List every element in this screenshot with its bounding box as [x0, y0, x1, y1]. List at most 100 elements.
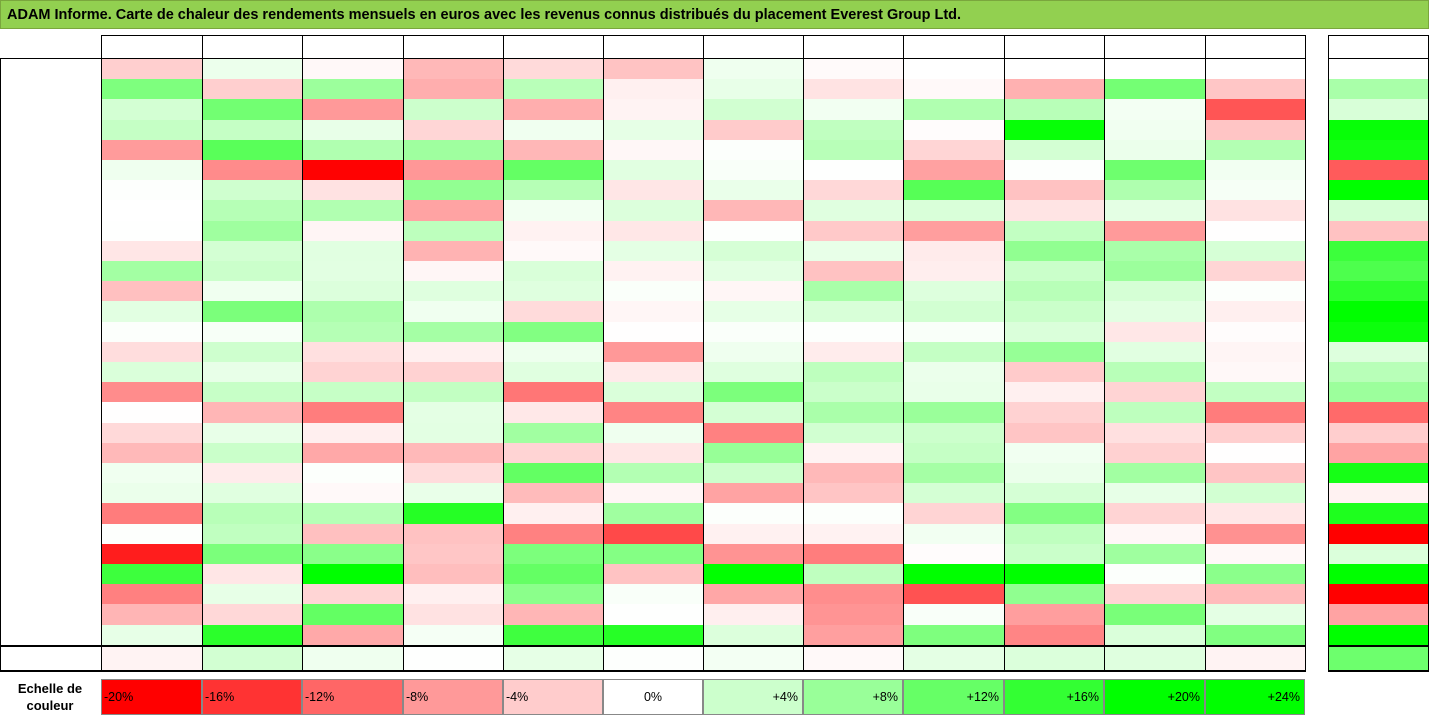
color-scale-stop: -4% — [503, 679, 603, 715]
year-label — [0, 524, 101, 544]
heatmap-cell — [603, 261, 703, 282]
grid-line — [202, 645, 203, 671]
heatmap-cell — [202, 281, 302, 302]
heatmap-cell — [603, 139, 703, 160]
average-annual-cell — [1328, 646, 1428, 670]
heatmap-cell — [1205, 442, 1305, 463]
heatmap-cell — [903, 503, 1004, 524]
heatmap-cell — [903, 463, 1004, 484]
heatmap-cell — [1104, 564, 1205, 585]
heatmap-cell — [101, 240, 202, 261]
average-cell — [903, 646, 1004, 670]
heatmap-cell — [101, 99, 202, 120]
year-label — [0, 241, 101, 261]
heatmap-cell — [403, 59, 503, 80]
heatmap-cell — [1104, 160, 1205, 181]
heatmap-cell — [1104, 59, 1205, 80]
average-cell — [202, 646, 302, 670]
heatmap-cell — [603, 180, 703, 201]
heatmap-cell — [603, 402, 703, 423]
month-header — [1205, 35, 1305, 58]
heatmap-cell — [202, 584, 302, 605]
heatmap-cell — [403, 604, 503, 625]
year-label — [0, 79, 101, 99]
heatmap-cell — [202, 503, 302, 524]
heatmap-cell — [403, 301, 503, 322]
year-label — [0, 423, 101, 443]
heatmap-cell — [603, 543, 703, 564]
heatmap-cell — [302, 483, 403, 504]
heatmap-cell — [302, 543, 403, 564]
heatmap-cell — [403, 584, 503, 605]
heatmap-cell — [1205, 160, 1305, 181]
year-label — [0, 362, 101, 382]
heatmap-cell — [703, 160, 803, 181]
heatmap-cell — [403, 321, 503, 342]
grid-line — [0, 58, 101, 59]
heatmap-cell — [803, 180, 903, 201]
heatmap-cell — [603, 160, 703, 181]
heatmap-cell — [1205, 503, 1305, 524]
color-scale-stop: -12% — [302, 679, 403, 715]
heatmap-cell — [503, 240, 603, 261]
heatmap-cell — [1004, 604, 1104, 625]
heatmap-cell — [1004, 220, 1104, 241]
grid-line — [903, 645, 904, 671]
heatmap-cell — [101, 362, 202, 383]
heatmap-cell — [803, 604, 903, 625]
heatmap-cell — [1104, 281, 1205, 302]
heatmap-cell — [803, 79, 903, 100]
heatmap-cell — [202, 463, 302, 484]
heatmap-cell — [1104, 200, 1205, 221]
heatmap-cell — [903, 442, 1004, 463]
heatmap-cell — [1104, 463, 1205, 484]
color-scale-stop: +16% — [1004, 679, 1104, 715]
heatmap-cell — [803, 584, 903, 605]
month-header — [403, 35, 503, 58]
annual-cell — [1328, 564, 1428, 585]
heatmap-cell — [903, 584, 1004, 605]
heatmap-cell — [703, 119, 803, 140]
heatmap-cell — [1004, 543, 1104, 564]
heatmap-cell — [101, 523, 202, 544]
heatmap-cell — [1104, 442, 1205, 463]
heatmap-cell — [703, 180, 803, 201]
heatmap-cell — [101, 59, 202, 80]
heatmap-cell — [403, 382, 503, 403]
heatmap-cell — [202, 220, 302, 241]
heatmap-cell — [703, 543, 803, 564]
heatmap-cell — [101, 281, 202, 302]
year-label — [0, 443, 101, 463]
annual-cell — [1328, 543, 1428, 564]
heatmap-cell — [503, 220, 603, 241]
heatmap-cell — [903, 402, 1004, 423]
heatmap-cell — [1104, 483, 1205, 504]
heatmap-cell — [903, 604, 1004, 625]
heatmap-cell — [503, 261, 603, 282]
heatmap-cell — [603, 99, 703, 120]
heatmap-cell — [903, 79, 1004, 100]
heatmap-cell — [302, 624, 403, 645]
heatmap-cell — [403, 341, 503, 362]
month-header — [503, 35, 603, 58]
heatmap-cell — [903, 160, 1004, 181]
heatmap-cell — [503, 483, 603, 504]
heatmap-cell — [403, 564, 503, 585]
year-label — [0, 564, 101, 584]
heatmap-cell — [1004, 402, 1104, 423]
heatmap-cell — [703, 604, 803, 625]
heatmap-cell — [202, 59, 302, 80]
heatmap-cell — [403, 200, 503, 221]
annual-cell — [1328, 180, 1428, 201]
heatmap-cell — [302, 362, 403, 383]
heatmap-cell — [603, 59, 703, 80]
heatmap-cell — [101, 442, 202, 463]
heatmap-cell — [302, 281, 403, 302]
heatmap-cell — [803, 402, 903, 423]
grid-line — [1305, 35, 1306, 645]
heatmap-cell — [503, 422, 603, 443]
heatmap-cell — [101, 483, 202, 504]
heatmap-cell — [903, 301, 1004, 322]
heatmap-cell — [603, 604, 703, 625]
month-header — [703, 35, 803, 58]
